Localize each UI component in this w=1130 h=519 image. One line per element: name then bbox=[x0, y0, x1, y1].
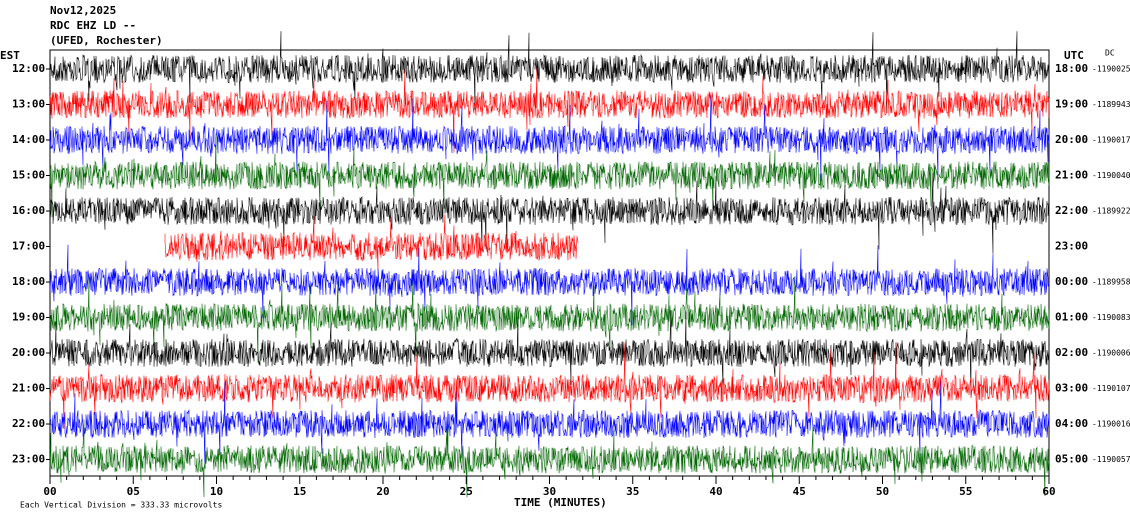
est-label: 19:00 bbox=[12, 311, 45, 324]
date: Nov12,2025 bbox=[50, 4, 116, 17]
x-tick-label: 40 bbox=[709, 485, 722, 498]
dc-offset: -1190057 bbox=[1092, 455, 1130, 464]
dc-offset: -1189943 bbox=[1092, 100, 1130, 109]
trace bbox=[49, 172, 1050, 254]
trace bbox=[49, 244, 1050, 326]
x-tick-label: 15 bbox=[293, 485, 306, 498]
utc-label: 18:00 bbox=[1055, 62, 1088, 75]
x-tick-label: 10 bbox=[210, 485, 223, 498]
x-tick-label: 00 bbox=[43, 485, 56, 498]
trace bbox=[164, 214, 579, 270]
utc-label: 00:00 bbox=[1055, 275, 1088, 288]
utc-title: UTC bbox=[1064, 49, 1084, 62]
est-label: 14:00 bbox=[12, 133, 45, 146]
trace bbox=[49, 419, 1050, 498]
utc-label: 21:00 bbox=[1055, 169, 1088, 182]
dc-offset: -1190017 bbox=[1092, 136, 1130, 145]
trace bbox=[49, 310, 1050, 396]
x-tick-label: 55 bbox=[959, 485, 972, 498]
utc-label: 05:00 bbox=[1055, 453, 1088, 466]
est-label: 23:00 bbox=[12, 453, 45, 466]
utc-label: 23:00 bbox=[1055, 240, 1088, 253]
x-tick-label: 50 bbox=[876, 485, 889, 498]
est-label: 16:00 bbox=[12, 204, 45, 217]
dc-offset: -1190083 bbox=[1092, 313, 1130, 322]
dc-offset: -1189958 bbox=[1092, 278, 1130, 287]
x-tick-label: 20 bbox=[376, 485, 389, 498]
dc-offset: -1189922 bbox=[1092, 207, 1130, 216]
est-label: 22:00 bbox=[12, 417, 45, 430]
x-axis-title: TIME (MINUTES) bbox=[514, 496, 607, 509]
est-label: 13:00 bbox=[12, 98, 45, 111]
est-label: 21:00 bbox=[12, 382, 45, 395]
location: (UFED, Rochester) bbox=[50, 34, 163, 47]
dc-offset: -1190016 bbox=[1092, 420, 1130, 429]
traces bbox=[49, 31, 1050, 498]
dc-offset: -1190107 bbox=[1092, 384, 1130, 393]
trace bbox=[49, 276, 1050, 363]
dc-offset: -1190025 bbox=[1092, 65, 1130, 74]
station: RDC EHZ LD -- bbox=[50, 19, 136, 32]
utc-label: 01:00 bbox=[1055, 311, 1088, 324]
trace bbox=[49, 342, 1050, 429]
trace bbox=[49, 380, 1050, 469]
utc-label: 04:00 bbox=[1055, 417, 1088, 430]
x-tick-label: 25 bbox=[460, 485, 473, 498]
dc-offset: -1190040 bbox=[1092, 171, 1130, 180]
trace bbox=[49, 67, 1050, 153]
est-label: 17:00 bbox=[12, 240, 45, 253]
est-title: EST bbox=[0, 49, 20, 62]
x-tick-label: 45 bbox=[793, 485, 806, 498]
x-tick-label: 30 bbox=[543, 485, 556, 498]
est-label: 12:00 bbox=[12, 62, 45, 75]
footer: Each Vertical Division = 333.33 microvol… bbox=[20, 501, 222, 510]
est-label: 18:00 bbox=[12, 275, 45, 288]
x-tick-label: 05 bbox=[127, 485, 140, 498]
trace bbox=[49, 133, 1050, 218]
trace bbox=[49, 31, 1050, 114]
utc-label: 02:00 bbox=[1055, 346, 1088, 359]
x-tick-label: 60 bbox=[1042, 485, 1055, 498]
utc-label: 20:00 bbox=[1055, 133, 1088, 146]
est-label: 15:00 bbox=[12, 169, 45, 182]
dc-offset: -1190006 bbox=[1092, 349, 1130, 358]
utc-label: 03:00 bbox=[1055, 382, 1088, 395]
x-tick-label: 35 bbox=[626, 485, 639, 498]
utc-label: 22:00 bbox=[1055, 204, 1088, 217]
dc-title: DC bbox=[1105, 49, 1115, 58]
est-label: 20:00 bbox=[12, 346, 45, 359]
utc-label: 19:00 bbox=[1055, 98, 1088, 111]
